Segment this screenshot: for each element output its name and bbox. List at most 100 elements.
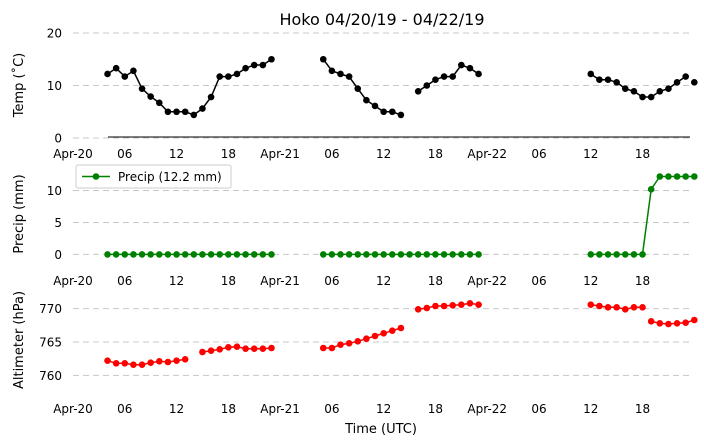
precip-xtick-label: 18 bbox=[635, 274, 650, 288]
temp-data-point bbox=[587, 70, 595, 78]
precip-data-point bbox=[665, 173, 672, 180]
temp-data-point bbox=[621, 85, 629, 92]
precip-data-point bbox=[319, 251, 327, 258]
precip-data-point bbox=[613, 251, 620, 258]
precip-data-point bbox=[647, 185, 655, 193]
temp-data-point bbox=[319, 55, 327, 63]
precip-xtick-label: 06 bbox=[531, 274, 546, 288]
alt-ytick-label: 760 bbox=[39, 369, 62, 383]
precip-xtick-label: Apr-20 bbox=[53, 274, 93, 288]
temp-data-point bbox=[466, 64, 474, 72]
temp-data-point bbox=[121, 73, 129, 80]
temp-data-point bbox=[665, 85, 672, 92]
temp-data-point bbox=[345, 73, 353, 80]
precip-data-point bbox=[371, 251, 379, 258]
temp-data-point bbox=[423, 82, 431, 89]
temp-data-point bbox=[613, 79, 620, 86]
precip-ytick-label: 5 bbox=[54, 216, 62, 230]
temp-data-point bbox=[104, 70, 111, 78]
precip-xtick-label: 18 bbox=[428, 274, 443, 288]
alt-data-point bbox=[414, 306, 422, 313]
temp-xtick-label: 06 bbox=[324, 147, 339, 161]
precip-data-point bbox=[458, 251, 465, 258]
precip-data-point bbox=[337, 251, 344, 258]
temp-data-point bbox=[181, 108, 189, 116]
temp-data-point bbox=[173, 108, 180, 116]
temp-data-point bbox=[242, 64, 249, 72]
precip-data-point bbox=[596, 251, 603, 258]
temp-data-point bbox=[138, 85, 146, 92]
alt-xtick-label: 06 bbox=[117, 402, 132, 416]
alt-data-point bbox=[388, 327, 396, 334]
alt-data-point bbox=[596, 302, 603, 310]
alt-xtick-label: 06 bbox=[531, 402, 546, 416]
precip-data-point bbox=[112, 251, 120, 258]
temp-xtick-label: 18 bbox=[428, 147, 443, 161]
precip-data-point bbox=[475, 251, 482, 258]
alt-data-point bbox=[621, 306, 629, 313]
precip-data-point bbox=[604, 251, 612, 258]
precip-data-point bbox=[130, 251, 137, 258]
alt-data-point bbox=[104, 357, 111, 364]
precip-data-point bbox=[104, 251, 111, 258]
precip-xtick-label: 12 bbox=[169, 274, 184, 288]
alt-xtick-label: 18 bbox=[635, 402, 650, 416]
temp-ytick-label: 0 bbox=[54, 132, 62, 146]
temp-panel: 0 10 20 Apr-20 06 12 18 Apr-21 06 12 18 Apr-22 06 12… bbox=[11, 27, 698, 161]
precip-data-point bbox=[147, 251, 154, 258]
alt-data-point bbox=[112, 360, 120, 367]
temp-ytick-label: 10 bbox=[47, 79, 62, 93]
alt-data-point bbox=[371, 332, 379, 340]
alt-data-point bbox=[682, 319, 689, 326]
precip-y-axis-label: Precip (mm) bbox=[12, 174, 27, 253]
precip-xtick-label: 06 bbox=[324, 274, 339, 288]
alt-data-point bbox=[130, 361, 137, 368]
temp-data-point bbox=[414, 87, 422, 95]
alt-xtick-label: 18 bbox=[221, 402, 236, 416]
legend-box bbox=[75, 164, 232, 189]
alt-xtick-label: 12 bbox=[376, 402, 391, 416]
precip-data-point bbox=[242, 251, 249, 258]
alt-data-point bbox=[466, 300, 474, 307]
precip-data-point bbox=[250, 251, 258, 258]
altimeter-panel: 760 765 770 Apr-20 06 12 18 Apr-21 06 12 18 Apr-22… bbox=[12, 291, 698, 416]
temp-data-point bbox=[112, 64, 120, 72]
temp-data-point bbox=[207, 93, 215, 101]
precip-data-point bbox=[406, 251, 413, 258]
precip-data-point bbox=[259, 251, 267, 258]
alt-data-point bbox=[665, 320, 672, 328]
temp-data-point bbox=[225, 73, 232, 80]
alt-data-point bbox=[647, 318, 655, 325]
precip-data-point bbox=[155, 251, 163, 258]
temp-data-point bbox=[630, 87, 638, 95]
alt-data-point bbox=[216, 346, 223, 353]
precip-data-point bbox=[199, 251, 206, 258]
temp-xtick-label: Apr-21 bbox=[260, 147, 300, 161]
precip-data-point bbox=[423, 251, 431, 258]
alt-xtick-label: Apr-20 bbox=[53, 402, 93, 416]
alt-data-point bbox=[639, 304, 646, 311]
precip-data-point bbox=[466, 251, 474, 258]
precip-data-point bbox=[354, 251, 362, 258]
temp-data-point bbox=[432, 76, 439, 84]
temp-xtick-label: 18 bbox=[635, 147, 650, 161]
alt-xtick-label: 18 bbox=[428, 402, 443, 416]
temp-data-point bbox=[268, 55, 275, 63]
precip-xtick-label: 18 bbox=[221, 274, 236, 288]
temp-data-point bbox=[440, 73, 448, 80]
alt-data-point bbox=[181, 356, 189, 363]
temp-xtick-label: 06 bbox=[531, 147, 546, 161]
alt-data-point bbox=[345, 340, 353, 347]
precip-xtick-label: 12 bbox=[583, 274, 598, 288]
precip-data-point bbox=[682, 173, 689, 180]
precip-data-point bbox=[639, 251, 646, 258]
altimeter-y-axis-label: Altimeter (hPa) bbox=[12, 291, 27, 389]
precip-data-point bbox=[449, 251, 456, 258]
temp-data-point bbox=[380, 108, 387, 116]
precip-data-point bbox=[225, 251, 232, 258]
temp-data-point bbox=[673, 79, 681, 86]
alt-data-point bbox=[207, 347, 215, 354]
temp-data-point bbox=[259, 61, 267, 69]
temp-y-axis-label: Temp (˚C) bbox=[11, 53, 27, 119]
temp-xtick-label: 06 bbox=[117, 147, 132, 161]
